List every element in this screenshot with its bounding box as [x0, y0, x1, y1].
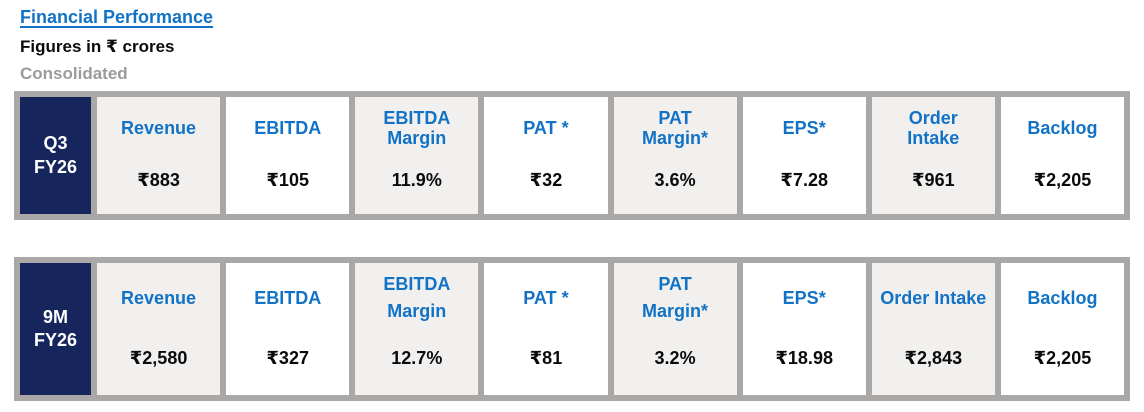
metric-value: ₹961: [912, 170, 955, 191]
metric-cell-revenue: Revenue ₹883: [97, 97, 221, 214]
metric-value: ₹2,205: [1033, 347, 1092, 368]
metric-value: ₹81: [529, 347, 563, 368]
metric-cell-pat-margin: PAT Margin* 3.6%: [613, 97, 737, 214]
metric-label: PAT *: [523, 117, 569, 138]
q3-fy26-table: Q3 FY26 Revenue ₹883 EBITDA ₹105 EBITDA …: [14, 91, 1130, 220]
metric-cell-revenue: Revenue ₹2,580: [97, 263, 221, 395]
metric-label: Order Intake: [907, 107, 960, 149]
metric-value: ₹32: [529, 170, 563, 191]
metric-label: Backlog: [1027, 117, 1098, 138]
metric-label: Revenue: [121, 287, 197, 308]
metric-cell-eps: EPS* ₹18.98: [742, 263, 866, 395]
metric-label: PAT Margin*: [642, 107, 709, 149]
metric-value: 3.6%: [654, 170, 696, 191]
metric-label: PAT *: [523, 287, 569, 308]
metric-value: ₹18.98: [775, 347, 833, 368]
metric-cell-backlog: Backlog ₹2,205: [1000, 97, 1124, 214]
metric-value: ₹2,843: [904, 347, 963, 368]
figures-unit-note: Figures in ₹ crores: [20, 37, 175, 56]
metric-value: ₹105: [266, 170, 309, 191]
metric-label: Order Intake: [880, 287, 987, 308]
metric-cell-ebitda-margin: EBITDA Margin 12.7%: [355, 263, 479, 395]
nine-month-fy26-table: 9M FY26 Revenue ₹2,580 EBITDA ₹327 EBITD…: [14, 257, 1130, 401]
metric-value: ₹2,580: [129, 347, 188, 368]
metric-label: Revenue: [121, 117, 197, 138]
metric-value: ₹327: [266, 347, 309, 368]
metric-label: EBITDA: [254, 287, 322, 308]
period-cell-q3-fy26: Q3 FY26: [20, 97, 91, 214]
metric-label: Backlog: [1027, 287, 1098, 308]
metric-label: EPS*: [782, 287, 826, 308]
metric-cell-order-intake: Order Intake ₹961: [871, 97, 995, 214]
financial-performance-link[interactable]: Financial Performance: [20, 7, 214, 27]
metric-label: PAT Margin*: [642, 274, 709, 321]
metric-cell-pat: PAT * ₹32: [484, 97, 608, 214]
period-cell-9m-fy26: 9M FY26: [20, 263, 91, 395]
metric-value: ₹2,205: [1033, 170, 1092, 191]
consolidated-label: Consolidated: [20, 64, 128, 83]
metric-label: EBITDA Margin: [383, 274, 451, 321]
metric-label: EBITDA: [254, 117, 322, 138]
metric-cell-eps: EPS* ₹7.28: [742, 97, 866, 214]
metric-value: 12.7%: [391, 347, 443, 368]
metric-cell-backlog: Backlog ₹2,205: [1000, 263, 1124, 395]
metric-value: ₹883: [137, 170, 180, 191]
metric-label: EBITDA Margin: [383, 107, 451, 149]
page-header: Financial Performance Figures in ₹ crore…: [20, 7, 1130, 84]
metric-cell-order-intake: Order Intake ₹2,843: [871, 263, 995, 395]
metric-value: 3.2%: [654, 347, 696, 368]
metric-cell-ebitda: EBITDA ₹327: [226, 263, 350, 395]
metric-cell-ebitda: EBITDA ₹105: [226, 97, 350, 214]
metric-value: ₹7.28: [780, 170, 828, 191]
metric-cell-pat-margin: PAT Margin* 3.2%: [613, 263, 737, 395]
metric-cell-pat: PAT * ₹81: [484, 263, 608, 395]
financial-performance-page: Financial Performance Figures in ₹ crore…: [14, 7, 1130, 401]
metric-cell-ebitda-margin: EBITDA Margin 11.9%: [355, 97, 479, 214]
metric-value: 11.9%: [391, 170, 442, 191]
metric-label: EPS*: [782, 117, 826, 138]
